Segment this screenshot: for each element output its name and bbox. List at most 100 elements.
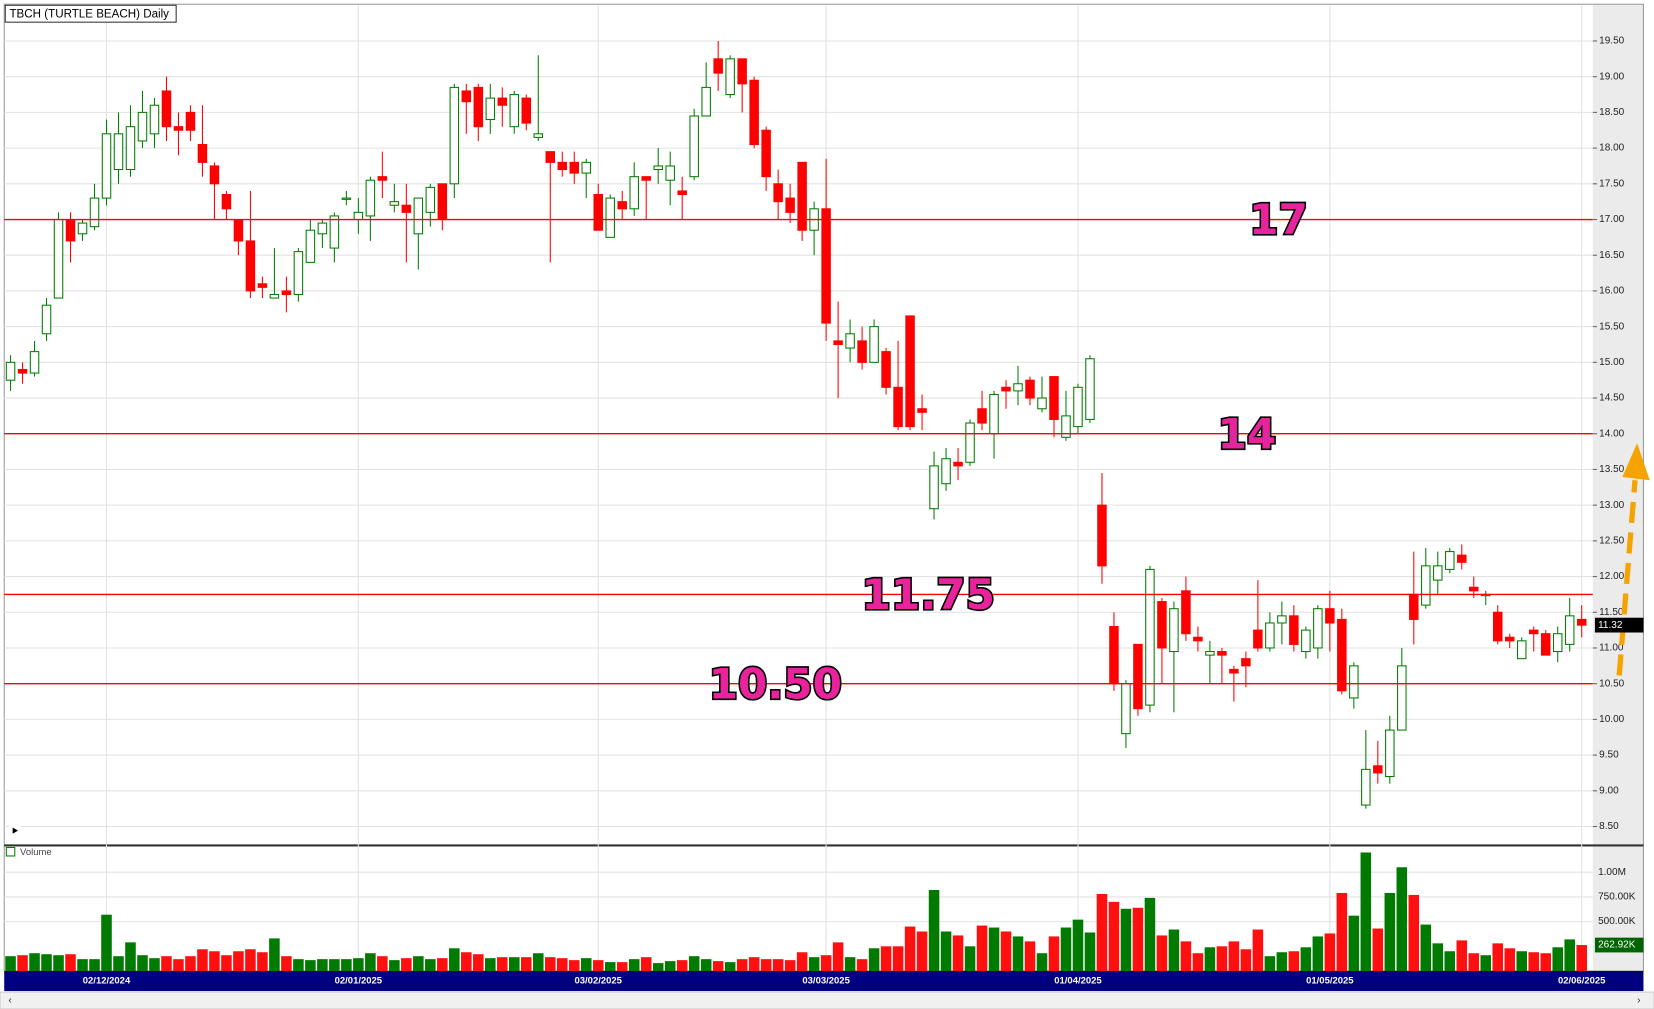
candle-body [653, 165, 663, 171]
candle-body [1493, 611, 1503, 642]
candle-body [77, 222, 88, 235]
volume-bar [29, 953, 40, 972]
volume-bar [760, 959, 772, 972]
candle-body [1540, 633, 1551, 656]
volume-bar [485, 958, 496, 972]
volume-bar [844, 957, 856, 972]
candle-body [701, 86, 711, 117]
x-tick-label: 02/12/2024 [83, 976, 131, 987]
volume-bar [317, 959, 328, 972]
volume-bar [101, 914, 112, 972]
candle-body [629, 176, 639, 210]
candle-body [965, 422, 975, 463]
volume-bar [89, 959, 100, 972]
level-annotation: 10.50 [709, 659, 842, 708]
candle-body [377, 176, 388, 181]
volume-bar [616, 962, 628, 972]
candle-body [1037, 397, 1047, 410]
candle-body [425, 186, 436, 213]
volume-legend: Volume [20, 847, 52, 858]
candle-body [101, 133, 112, 199]
volume-bar [976, 925, 988, 972]
candle-body [1157, 601, 1167, 649]
candle-body [977, 408, 987, 424]
y-tick-label: 15.00 [1599, 357, 1624, 368]
candle-body [473, 86, 484, 128]
volume-bar [113, 956, 124, 972]
candle-body [317, 222, 328, 235]
volume-bar [748, 957, 760, 972]
candle-body [1097, 504, 1107, 567]
volume-bar [161, 956, 172, 972]
y-tick-label: 18.00 [1599, 143, 1624, 154]
scrollbar[interactable] [0, 991, 1654, 1009]
volume-bar [1180, 941, 1192, 972]
candle-body [677, 190, 687, 196]
volume-bar [125, 942, 136, 972]
volume-bar [1024, 941, 1036, 972]
volume-bar [856, 959, 868, 972]
volume-bar [281, 956, 292, 972]
candle-body [401, 204, 412, 213]
candle-body [1277, 615, 1287, 624]
volume-bar [1492, 943, 1504, 972]
volume-bar [401, 958, 412, 972]
volume-bar [964, 946, 976, 972]
volume-bar [1576, 945, 1587, 972]
candle-body [65, 218, 76, 242]
volume-bar [1336, 892, 1348, 972]
volume-bar [1096, 893, 1108, 972]
candle-body [953, 461, 963, 467]
volume-bar [832, 942, 844, 972]
scroll-right[interactable]: › [1637, 995, 1640, 1006]
last-volume-label: 262.92K [1598, 940, 1636, 951]
candle-body [1265, 622, 1275, 649]
y-tick-label: 19.00 [1599, 71, 1624, 82]
y-tick-label: 18.50 [1599, 107, 1624, 118]
expand-icon [12, 827, 18, 834]
volume-bar [988, 927, 1000, 972]
volume-bar [149, 958, 160, 972]
candle-body [5, 361, 16, 381]
volume-bar [1288, 951, 1300, 972]
candle-body [509, 94, 520, 128]
candle-body [1109, 626, 1119, 685]
candle-body [737, 58, 747, 85]
candle-body [161, 90, 172, 128]
candle-body [989, 393, 999, 435]
candle-body [1421, 565, 1431, 606]
candle-body [1397, 665, 1407, 731]
volume-bar [389, 960, 400, 972]
candle-body [1085, 358, 1095, 420]
candle-body [149, 104, 160, 135]
candle-body [1433, 565, 1443, 581]
volume-bar [53, 955, 64, 972]
volume-bar [1192, 953, 1204, 972]
candle-body [173, 126, 184, 131]
volume-bar [17, 955, 28, 972]
level-annotation: 11.75 [862, 570, 995, 619]
candle-body [497, 97, 508, 106]
volume-bar [796, 952, 808, 972]
candle-body [1528, 629, 1539, 635]
y-tick-label: 17.00 [1599, 214, 1624, 225]
candle-body [689, 115, 699, 178]
volume-bar [1420, 924, 1432, 972]
x-tick-label: 01/05/2025 [1306, 976, 1354, 987]
volume-bar [820, 955, 832, 972]
volume-bar [365, 953, 376, 972]
y2-tick-label: 500.00K [1598, 916, 1636, 927]
volume-bar [353, 958, 364, 972]
candle-body [845, 333, 855, 349]
y-tick-label: 12.50 [1599, 535, 1624, 546]
last-volume-tag [1594, 937, 1644, 953]
candle-body [305, 229, 316, 263]
scroll-left[interactable]: ‹ [8, 995, 11, 1006]
candle-body [1505, 636, 1515, 642]
candle-body [125, 126, 136, 171]
candle-body [1516, 640, 1527, 660]
candle-body [29, 351, 40, 374]
candle-body [545, 151, 556, 163]
